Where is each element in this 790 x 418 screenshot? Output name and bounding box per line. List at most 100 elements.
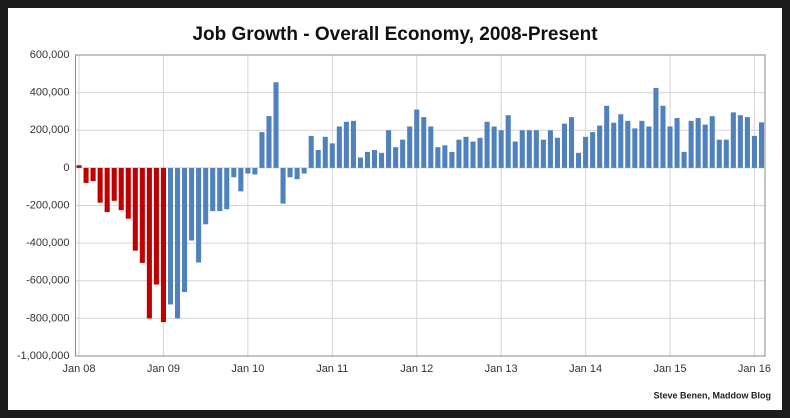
bar bbox=[604, 105, 610, 168]
bar bbox=[653, 87, 659, 168]
bar bbox=[646, 126, 652, 168]
x-tick-label: Jan 13 bbox=[485, 363, 518, 375]
bar bbox=[160, 167, 166, 323]
x-tick-label: Jan 08 bbox=[63, 363, 96, 375]
bar bbox=[132, 167, 138, 251]
bar bbox=[660, 105, 666, 168]
bar bbox=[456, 139, 462, 168]
bar bbox=[167, 167, 174, 305]
bar bbox=[203, 167, 209, 225]
bar bbox=[576, 152, 582, 168]
y-tick-label: 600,000 bbox=[30, 49, 70, 61]
bar bbox=[519, 130, 525, 168]
y-tick-label: 400,000 bbox=[30, 87, 70, 99]
y-tick-label: -800,000 bbox=[26, 312, 69, 324]
bar bbox=[463, 136, 469, 168]
bar bbox=[111, 167, 117, 201]
bar bbox=[90, 167, 96, 182]
bar bbox=[484, 121, 490, 168]
bar bbox=[231, 167, 237, 178]
x-tick-label: Jan 09 bbox=[147, 363, 180, 375]
bar bbox=[491, 126, 497, 168]
bar bbox=[210, 167, 216, 212]
y-tick-label: 0 bbox=[63, 162, 69, 174]
bar bbox=[695, 118, 701, 168]
bar bbox=[681, 151, 687, 168]
bar bbox=[568, 117, 575, 168]
bar bbox=[400, 139, 406, 168]
bar bbox=[597, 125, 603, 168]
bar bbox=[315, 150, 321, 168]
bar bbox=[217, 167, 223, 212]
x-tick-label: Jan 15 bbox=[654, 363, 687, 375]
bar bbox=[667, 126, 673, 168]
bar bbox=[336, 126, 342, 168]
bar bbox=[632, 128, 638, 168]
bar bbox=[273, 82, 279, 168]
bar bbox=[751, 135, 757, 168]
plot-border bbox=[75, 54, 766, 357]
bar bbox=[435, 147, 441, 168]
bar bbox=[590, 132, 596, 168]
bar bbox=[308, 135, 314, 168]
bar bbox=[182, 167, 188, 293]
bar bbox=[97, 167, 103, 203]
bar bbox=[294, 167, 300, 180]
bar bbox=[547, 130, 553, 168]
bar bbox=[470, 141, 476, 168]
bar bbox=[512, 141, 518, 168]
bar bbox=[498, 130, 504, 168]
bar bbox=[266, 116, 272, 168]
bar bbox=[611, 122, 617, 168]
bar bbox=[189, 167, 195, 241]
bar bbox=[393, 147, 399, 168]
bar bbox=[540, 139, 546, 168]
bar bbox=[350, 120, 356, 168]
bar bbox=[343, 121, 349, 168]
bar bbox=[674, 118, 680, 168]
bar bbox=[252, 167, 258, 175]
chart-background bbox=[8, 8, 782, 410]
bar bbox=[414, 109, 420, 168]
x-tick-label: Jan 14 bbox=[569, 363, 602, 375]
bar bbox=[744, 117, 750, 168]
x-tick-label: Jan 12 bbox=[400, 363, 433, 375]
bar bbox=[618, 114, 624, 168]
bar bbox=[386, 130, 392, 168]
bar bbox=[442, 145, 448, 168]
bar bbox=[505, 115, 511, 168]
bar bbox=[259, 132, 265, 168]
y-tick-label: -1,000,000 bbox=[17, 350, 70, 362]
bar bbox=[421, 117, 427, 168]
chart-title: Job Growth - Overall Economy, 2008-Prese… bbox=[192, 24, 598, 45]
y-tick-label: -600,000 bbox=[26, 275, 69, 287]
bar bbox=[139, 167, 145, 263]
bar bbox=[76, 165, 82, 168]
bar bbox=[280, 167, 286, 204]
bar bbox=[639, 120, 645, 168]
x-tick-label: Jan 11 bbox=[316, 363, 348, 375]
bar bbox=[322, 136, 328, 168]
bar bbox=[723, 139, 729, 168]
bar bbox=[428, 126, 434, 168]
bar bbox=[371, 150, 378, 168]
bar bbox=[245, 167, 251, 174]
bar bbox=[329, 143, 335, 168]
bar bbox=[477, 137, 483, 168]
bar bbox=[379, 152, 385, 168]
bar bbox=[554, 137, 560, 168]
x-tick-label: Jan 10 bbox=[231, 363, 264, 375]
bar bbox=[449, 151, 455, 168]
bar bbox=[688, 120, 694, 168]
y-tick-label: -200,000 bbox=[26, 199, 69, 211]
bar bbox=[758, 122, 765, 168]
bar bbox=[153, 167, 159, 285]
bar bbox=[125, 167, 131, 219]
bar bbox=[118, 167, 124, 211]
bar bbox=[702, 124, 708, 168]
bar bbox=[737, 115, 743, 168]
bar bbox=[730, 112, 736, 168]
bar bbox=[224, 167, 230, 210]
bar bbox=[526, 130, 532, 168]
